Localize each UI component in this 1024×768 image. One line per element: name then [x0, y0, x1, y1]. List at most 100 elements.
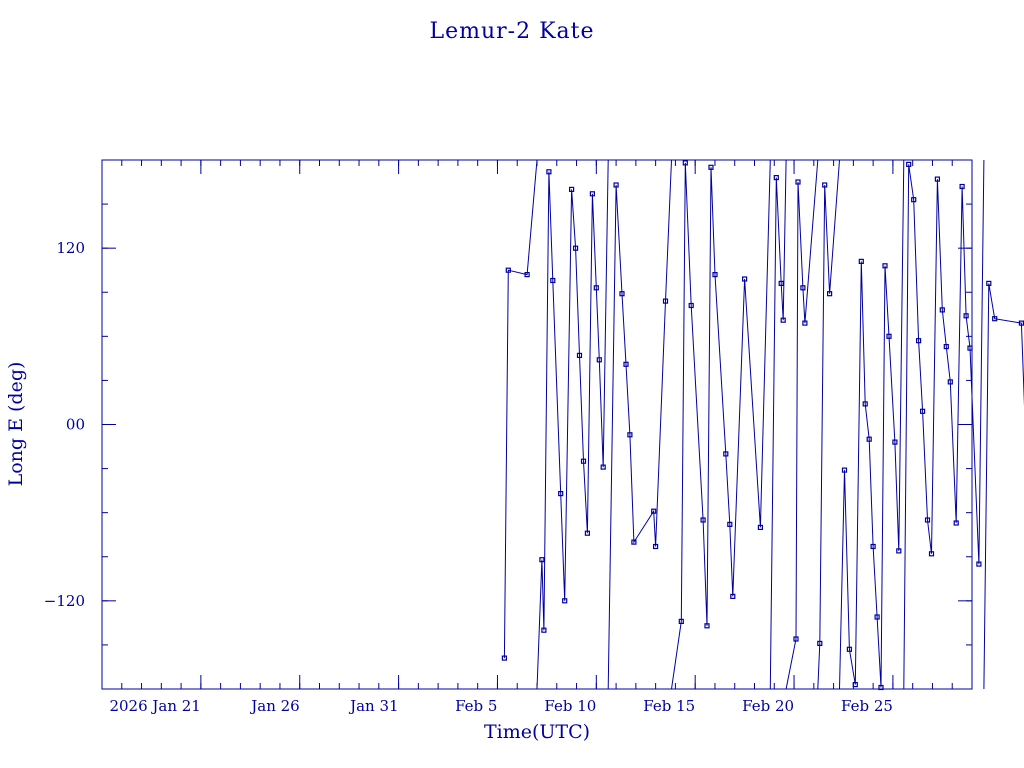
data-point	[882, 263, 888, 269]
data-point	[619, 291, 625, 297]
data-point	[558, 491, 564, 497]
data-point	[841, 467, 848, 473]
data-point	[911, 197, 917, 203]
data-point	[524, 272, 530, 278]
data-point	[943, 344, 949, 350]
data-point	[986, 280, 992, 286]
data-point	[866, 436, 872, 442]
data-point	[541, 627, 547, 633]
data-point	[793, 636, 799, 642]
data-point	[780, 317, 786, 323]
x-minor-ticks	[121, 160, 953, 689]
data-point	[886, 333, 892, 339]
series-line	[903, 159, 985, 690]
data-point	[623, 361, 629, 367]
series-line	[536, 159, 609, 690]
data-point	[802, 320, 808, 326]
x-axis-label: Time(UTC)	[484, 721, 590, 743]
data-point	[546, 169, 552, 175]
series-line	[817, 159, 840, 690]
data-point	[822, 182, 828, 188]
data-point	[678, 618, 684, 625]
data-point	[934, 176, 941, 182]
data-point	[992, 316, 998, 322]
series-line	[983, 283, 1024, 690]
data-point	[568, 186, 575, 192]
data-point	[874, 614, 880, 620]
data-point	[967, 345, 973, 351]
series-layer	[501, 159, 1024, 691]
data-point	[576, 352, 583, 358]
data-point	[682, 160, 688, 166]
series-line	[769, 159, 787, 690]
data-point	[662, 298, 669, 304]
data-point	[800, 285, 806, 291]
data-point	[947, 379, 953, 385]
data-point	[596, 357, 602, 363]
data-point	[562, 598, 568, 604]
data-point	[589, 191, 596, 197]
data-point	[505, 267, 511, 273]
x-tick-label: Feb 15	[643, 697, 695, 715]
data-point	[727, 521, 733, 528]
x-axis: 2026 Jan 21 Jan 26 Jan 31 Feb 5 Feb 10 Feb 15…	[109, 160, 894, 715]
data-point	[757, 524, 764, 531]
data-point	[817, 640, 823, 647]
data-point	[700, 517, 706, 523]
data-point	[878, 684, 884, 691]
series-line	[607, 159, 672, 690]
data-point	[906, 161, 912, 167]
y-tick-label: −120	[44, 592, 85, 610]
x-tick-label: Feb 10	[544, 697, 596, 715]
series-line	[671, 159, 771, 690]
data-point	[613, 182, 619, 188]
x-tick-label: Feb 20	[742, 697, 794, 715]
data-point	[915, 338, 922, 344]
data-point	[924, 517, 931, 523]
x-tick-label: Feb 5	[455, 697, 497, 715]
data-point	[730, 593, 736, 600]
data-point	[593, 285, 599, 291]
data-point	[723, 451, 729, 457]
data-point	[631, 539, 637, 545]
data-point	[550, 277, 556, 284]
data-point	[778, 280, 784, 286]
data-point	[539, 557, 545, 563]
x-tick-label: Jan 31	[348, 697, 398, 715]
series-line	[503, 159, 538, 659]
data-point	[652, 543, 659, 550]
data-point	[704, 623, 710, 629]
data-point	[580, 458, 587, 464]
x-tick-label: Feb 25	[841, 697, 893, 715]
data-point	[858, 258, 864, 264]
data-point	[862, 401, 868, 407]
data-point	[627, 432, 633, 438]
data-point	[651, 508, 657, 514]
data-point	[928, 551, 935, 557]
data-point	[826, 291, 833, 297]
y-tick-label: 00	[66, 416, 85, 434]
data-point	[892, 439, 898, 445]
data-point	[708, 164, 714, 170]
data-point	[846, 646, 853, 652]
series-line	[839, 159, 905, 690]
data-point	[600, 464, 606, 470]
y-axis: 120 00 −120	[44, 239, 972, 610]
y-minor-ticks	[102, 203, 972, 646]
data-point	[1018, 320, 1024, 326]
data-point	[959, 183, 965, 190]
y-tick-label: 120	[56, 239, 85, 257]
data-point	[919, 408, 926, 414]
x-tick-label: 2026 Jan 21	[109, 697, 200, 715]
data-point	[572, 245, 579, 251]
x-tick-label: Jan 26	[249, 697, 299, 715]
data-point	[896, 548, 902, 554]
data-point	[688, 302, 694, 309]
data-point	[584, 530, 591, 536]
data-point	[852, 681, 858, 688]
data-point	[953, 520, 959, 526]
data-point	[795, 179, 801, 185]
data-point	[712, 272, 718, 278]
series-line	[785, 159, 819, 690]
data-point	[741, 276, 748, 282]
